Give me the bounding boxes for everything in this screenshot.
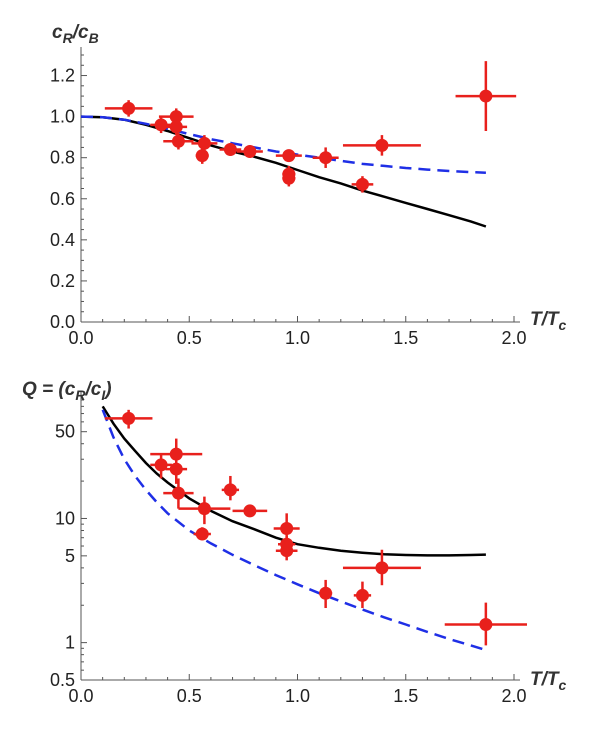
x-tick-label: 0.0 xyxy=(68,686,93,706)
point-marker xyxy=(243,504,257,518)
point-marker xyxy=(122,101,136,115)
y-tick-label: 0.4 xyxy=(50,230,75,250)
point-marker xyxy=(171,134,185,148)
data-point xyxy=(342,549,421,586)
point-marker xyxy=(280,522,294,536)
data-point xyxy=(150,116,172,134)
point-marker xyxy=(195,527,209,541)
point-marker xyxy=(171,486,185,500)
x-axis-label: T/Tc xyxy=(530,669,567,693)
point-marker xyxy=(319,586,333,600)
data-point xyxy=(282,170,296,187)
point-marker xyxy=(169,110,183,124)
x-tick-label: 2.0 xyxy=(501,328,526,348)
data-point xyxy=(236,145,263,159)
point-marker xyxy=(282,149,296,163)
data-point xyxy=(219,142,242,156)
data-point xyxy=(455,61,517,131)
x-tick-label: 1.5 xyxy=(393,328,418,348)
data-point xyxy=(353,581,372,609)
data-point xyxy=(163,133,194,150)
top-panel: 0.0 0.5 1.0 1.5 2.0 0.0 0.2 0.4 0.6 0.8 1.0 1.2 cR/c… xyxy=(50,22,567,348)
y-tick-label: 0.2 xyxy=(50,271,75,291)
point-marker xyxy=(479,89,493,103)
x-tick-label: 0.5 xyxy=(177,328,202,348)
y-tick-label: 1 xyxy=(65,633,75,653)
point-marker xyxy=(355,588,369,602)
x-tick-label: 0.0 xyxy=(68,328,93,348)
data-point xyxy=(104,409,153,429)
data-point xyxy=(191,135,218,152)
data-point xyxy=(193,527,211,541)
point-marker xyxy=(169,462,183,476)
point-marker xyxy=(355,177,369,191)
data-point xyxy=(104,100,153,117)
data-point xyxy=(444,602,527,646)
dashed-curve xyxy=(101,409,487,652)
data-point xyxy=(312,147,339,168)
data-point xyxy=(319,579,333,609)
y-tick-label: 0.8 xyxy=(50,148,75,168)
x-tick-label: 1.0 xyxy=(285,686,310,706)
point-marker xyxy=(479,617,493,631)
data-point xyxy=(150,438,203,465)
y-tick-label: 10 xyxy=(55,508,75,528)
point-marker xyxy=(375,138,389,152)
y-tick-label: 0.6 xyxy=(50,189,75,209)
x-tick-label: 2.0 xyxy=(501,686,526,706)
data-point xyxy=(150,454,172,479)
point-marker xyxy=(169,447,183,461)
point-marker xyxy=(223,483,237,497)
point-marker xyxy=(122,411,136,425)
point-marker xyxy=(280,544,294,558)
data-point xyxy=(178,496,231,525)
point-marker xyxy=(319,151,333,165)
point-marker xyxy=(197,502,211,516)
y-axis-label: cR/cB xyxy=(52,22,99,46)
solid-curve xyxy=(101,405,486,557)
point-marker xyxy=(195,149,209,163)
data-point xyxy=(275,543,298,561)
y-tick-label: 1.0 xyxy=(50,107,75,127)
data-point xyxy=(351,176,374,193)
y-tick-label: 5 xyxy=(65,546,75,566)
x-tick-label: 1.5 xyxy=(393,686,418,706)
data-point xyxy=(221,475,240,501)
solid-curve xyxy=(80,115,487,228)
point-marker xyxy=(197,136,211,150)
x-tick-label: 1.0 xyxy=(285,328,310,348)
point-marker xyxy=(282,171,296,185)
point-marker xyxy=(375,561,389,575)
y-tick-label: 0.5 xyxy=(50,670,75,690)
data-point xyxy=(195,147,209,164)
data-point xyxy=(165,459,188,484)
data-point xyxy=(275,149,302,163)
point-marker xyxy=(154,458,168,472)
point-marker xyxy=(243,145,257,159)
x-tick-label: 0.5 xyxy=(177,686,202,706)
point-marker xyxy=(223,142,237,156)
data-point xyxy=(342,135,421,156)
y-axis-label: Q = (cR/cI) xyxy=(22,379,112,403)
x-axis-label: T/Tc xyxy=(530,309,567,333)
point-marker xyxy=(169,120,183,134)
data-point xyxy=(163,478,194,509)
data-point xyxy=(232,504,268,518)
y-tick-label: 0.0 xyxy=(50,312,75,332)
point-marker xyxy=(154,118,168,132)
y-tick-label: 50 xyxy=(55,422,75,442)
y-tick-label: 1.2 xyxy=(50,66,75,86)
data-point xyxy=(165,118,188,136)
